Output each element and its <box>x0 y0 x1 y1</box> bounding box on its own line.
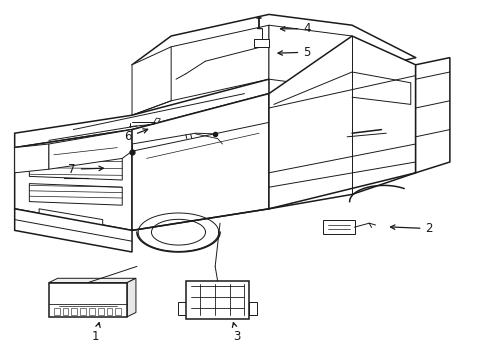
Text: 4: 4 <box>280 22 310 35</box>
Text: 1: 1 <box>91 323 100 343</box>
Polygon shape <box>322 220 354 234</box>
Polygon shape <box>39 209 102 227</box>
FancyBboxPatch shape <box>249 302 256 315</box>
Polygon shape <box>268 36 415 209</box>
Polygon shape <box>132 47 171 115</box>
Text: 2: 2 <box>390 222 432 235</box>
Polygon shape <box>185 281 249 319</box>
Polygon shape <box>49 278 136 283</box>
FancyBboxPatch shape <box>62 308 68 315</box>
Polygon shape <box>415 58 449 173</box>
Polygon shape <box>268 25 351 90</box>
Text: 6: 6 <box>124 129 147 143</box>
Text: 3: 3 <box>232 323 241 343</box>
FancyBboxPatch shape <box>178 302 185 315</box>
Polygon shape <box>127 278 136 317</box>
Polygon shape <box>29 184 122 205</box>
Polygon shape <box>29 155 122 180</box>
FancyBboxPatch shape <box>71 308 77 315</box>
Text: 7: 7 <box>68 163 103 176</box>
Polygon shape <box>15 144 49 173</box>
FancyBboxPatch shape <box>54 308 60 315</box>
FancyBboxPatch shape <box>49 283 127 317</box>
Polygon shape <box>15 130 132 230</box>
FancyBboxPatch shape <box>80 308 86 315</box>
FancyBboxPatch shape <box>98 308 103 315</box>
FancyBboxPatch shape <box>115 308 121 315</box>
Polygon shape <box>154 118 160 123</box>
Polygon shape <box>49 130 132 169</box>
Polygon shape <box>15 209 132 252</box>
FancyBboxPatch shape <box>106 308 112 315</box>
FancyBboxPatch shape <box>254 39 268 47</box>
Text: 5: 5 <box>278 46 310 59</box>
Polygon shape <box>132 94 268 230</box>
FancyBboxPatch shape <box>89 308 95 315</box>
Polygon shape <box>15 79 268 148</box>
